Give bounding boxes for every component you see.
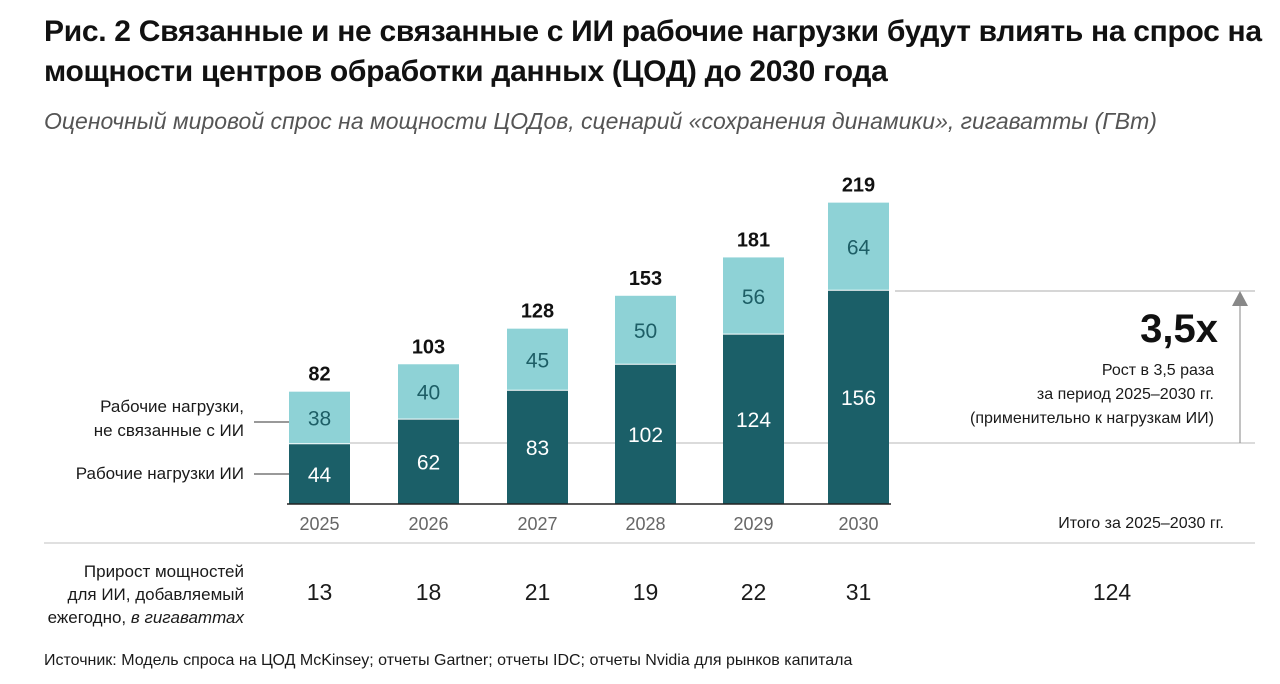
label-non-ai-2025: 38	[308, 408, 331, 431]
bar-ai-2027	[507, 390, 568, 504]
source-note: Источник: Модель спроса на ЦОД McKinsey;…	[44, 652, 853, 669]
legend-non-ai-line1: Рабочие нагрузки,	[100, 397, 244, 416]
increment-label-plain: ежегодно,	[48, 608, 131, 627]
bar-non-ai-2028	[615, 295, 676, 365]
bar-non-ai-2030	[828, 202, 889, 291]
x-tick-2027: 2027	[517, 514, 557, 534]
increment-2029: 22	[741, 579, 767, 605]
label-ai-2028: 102	[628, 424, 663, 447]
label-non-ai-2028: 50	[634, 320, 657, 343]
increment-2028: 19	[633, 579, 659, 605]
bars-group: 44 38 82 2025 62 40 103 2026 83 45 128 2027 102 50 153…	[289, 175, 889, 534]
label-ai-2026: 62	[417, 452, 440, 475]
label-ai-2027: 83	[526, 437, 549, 460]
label-ai-2030: 156	[841, 387, 876, 410]
increment-total: 124	[1093, 579, 1132, 605]
bar-ai-2025	[289, 443, 350, 504]
bar-ai-2029	[723, 334, 784, 504]
x-tick-2028: 2028	[625, 514, 665, 534]
bar-non-ai-2025	[289, 391, 350, 444]
chart-title: Рис. 2 Связанные и не связанные с ИИ раб…	[44, 15, 1262, 88]
label-total-2028: 153	[629, 268, 662, 290]
growth-note-line2: за период 2025–2030 гг.	[1037, 386, 1214, 403]
label-non-ai-2026: 40	[417, 382, 440, 405]
growth-note-line3: (применительно к нагрузкам ИИ)	[970, 410, 1214, 427]
x-tick-2026: 2026	[408, 514, 448, 534]
increment-2025: 13	[307, 579, 333, 605]
chart-subtitle: Оценочный мировой спрос на мощности ЦОДо…	[44, 108, 1157, 134]
increment-label-italic: в гигаваттах	[131, 608, 245, 627]
x-tick-2029: 2029	[733, 514, 773, 534]
increments-group: 13 18 21 19 22 31	[307, 579, 872, 605]
bar-ai-2030	[828, 290, 889, 504]
label-non-ai-2030: 64	[847, 236, 871, 259]
label-total-2026: 103	[412, 336, 445, 358]
bar-non-ai-2027	[507, 328, 568, 391]
increment-2030: 31	[846, 579, 872, 605]
label-non-ai-2029: 56	[742, 286, 765, 309]
increment-label-line2: для ИИ, добавляемый	[68, 585, 244, 604]
x-tick-2025: 2025	[299, 514, 339, 534]
bar-non-ai-2026	[398, 364, 459, 420]
growth-note-line1: Рост в 3,5 раза	[1102, 362, 1214, 379]
label-total-2029: 181	[737, 229, 770, 251]
bar-ai-2026	[398, 419, 459, 504]
label-ai-2029: 124	[736, 409, 771, 432]
total-header: Итого за 2025–2030 гг.	[1058, 515, 1224, 532]
label-total-2025: 82	[308, 364, 330, 386]
label-ai-2025: 44	[308, 464, 332, 487]
growth-multiplier: 3,5x	[1140, 307, 1218, 351]
bar-non-ai-2029	[723, 257, 784, 335]
growth-arrow-icon	[1232, 291, 1248, 306]
x-tick-2030: 2030	[838, 514, 878, 534]
legend-non-ai-line2: не связанные с ИИ	[94, 421, 244, 440]
increment-2027: 21	[525, 579, 551, 605]
increment-2026: 18	[416, 579, 442, 605]
increment-label-line3: ежегодно, в гигаваттах	[48, 608, 245, 627]
label-non-ai-2027: 45	[526, 349, 549, 372]
label-total-2027: 128	[521, 301, 554, 323]
legend-ai: Рабочие нагрузки ИИ	[76, 464, 244, 483]
label-total-2030: 219	[842, 175, 875, 197]
increment-label-line1: Прирост мощностей	[84, 562, 244, 581]
bar-ai-2028	[615, 364, 676, 504]
